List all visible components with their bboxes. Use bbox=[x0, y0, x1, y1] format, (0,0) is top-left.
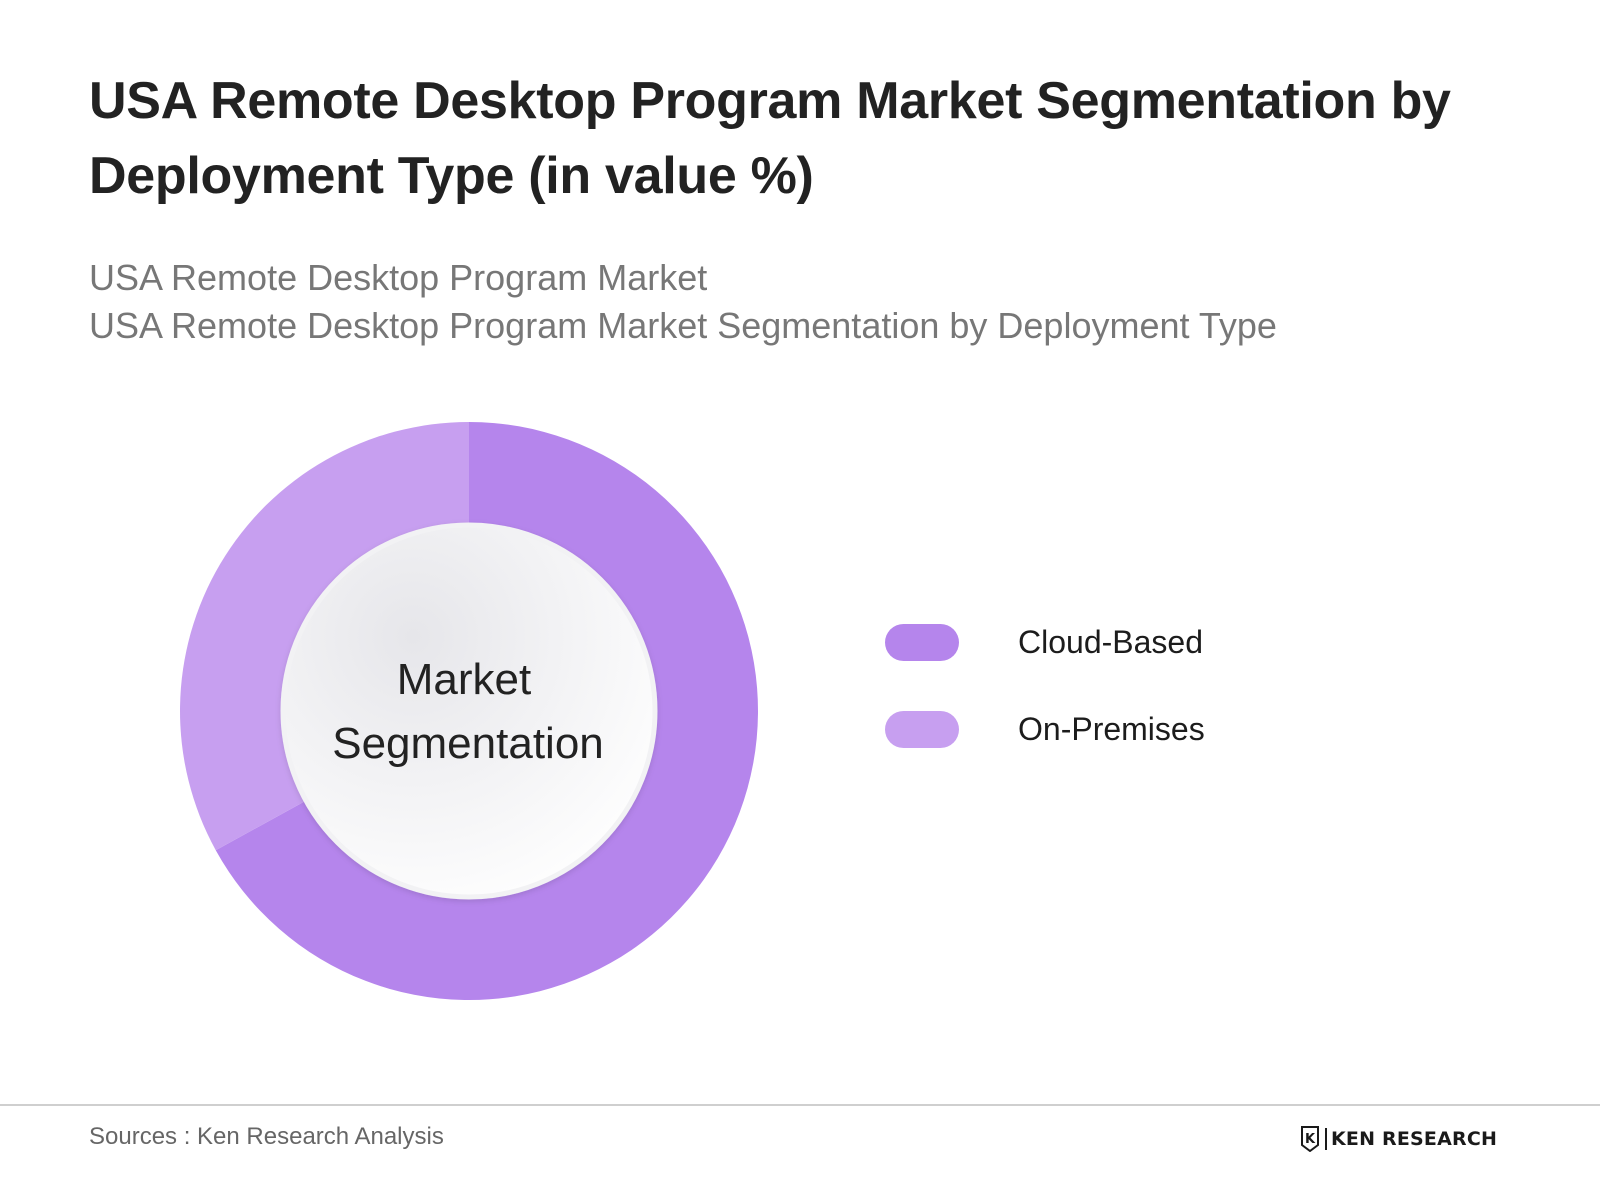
legend-swatch-cloud-based bbox=[885, 624, 959, 661]
center-label-line-2: Segmentation bbox=[332, 719, 604, 768]
subtitle-line-1: USA Remote Desktop Program Market bbox=[89, 257, 708, 298]
legend-label-cloud-based: Cloud-Based bbox=[1018, 624, 1203, 660]
legend-label-on-premises: On-Premises bbox=[1018, 711, 1205, 747]
logo-mark-letter: K bbox=[1305, 1132, 1316, 1147]
logo-text: KEN RESEARCH bbox=[1331, 1128, 1498, 1150]
ken-research-logo: K KEN RESEARCH bbox=[1300, 1124, 1497, 1154]
footer-divider bbox=[0, 1104, 1600, 1106]
legend-item-on-premises[interactable]: On-Premises bbox=[885, 707, 1405, 751]
chart-title: USA Remote Desktop Program Market Segmen… bbox=[89, 72, 1451, 205]
legend-item-cloud-based[interactable]: Cloud-Based bbox=[885, 620, 1405, 664]
chart-subtitle: USA Remote Desktop Program Market USA Re… bbox=[89, 254, 1529, 350]
subtitle-line-2: USA Remote Desktop Program Market Segmen… bbox=[89, 305, 1277, 346]
center-label-line-1: Market bbox=[397, 655, 531, 704]
donut-center-circle bbox=[280, 522, 658, 900]
ken-research-logo-icon: K bbox=[1301, 1126, 1319, 1152]
chart-legend: Cloud-Based On-Premises bbox=[885, 620, 1405, 794]
sources-note: Sources : Ken Research Analysis bbox=[89, 1123, 444, 1150]
logo-separator bbox=[1325, 1128, 1327, 1150]
legend-swatch-on-premises bbox=[885, 711, 959, 748]
donut-chart: Market Segmentation bbox=[179, 422, 758, 1000]
